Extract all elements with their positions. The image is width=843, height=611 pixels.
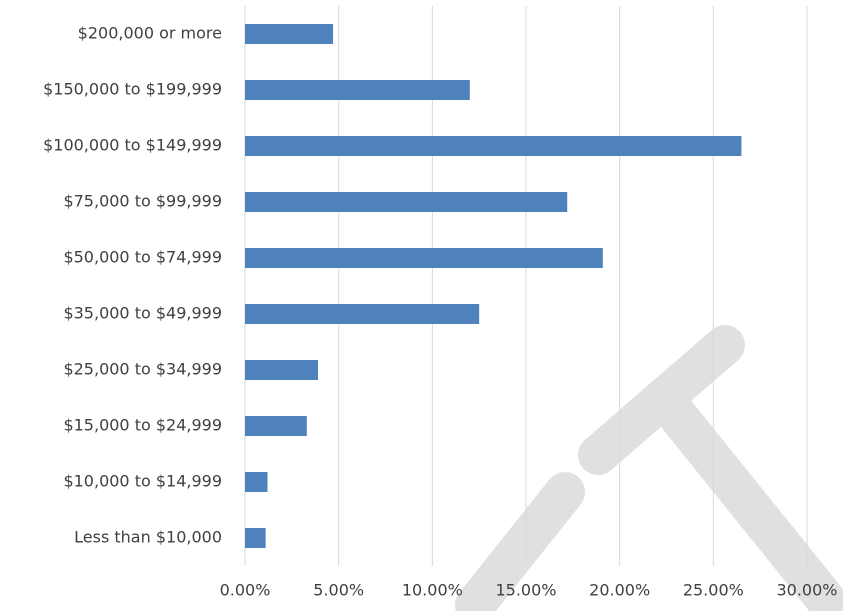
bar: [245, 304, 480, 324]
watermark-stroke: [455, 472, 585, 611]
x-tick-label: 30.00%: [776, 581, 837, 600]
y-tick-label: $200,000 or more: [78, 24, 222, 43]
y-tick-label: $15,000 to $24,999: [63, 416, 222, 435]
y-tick-label: $10,000 to $14,999: [63, 472, 222, 491]
bar: [245, 80, 470, 100]
y-tick-label: $100,000 to $149,999: [43, 136, 222, 155]
x-tick-label: 5.00%: [313, 581, 364, 600]
bar: [245, 416, 307, 436]
x-tick-label: 15.00%: [495, 581, 556, 600]
bar: [245, 360, 319, 380]
bar: [245, 472, 268, 492]
bar: [245, 528, 266, 548]
y-tick-label: $25,000 to $34,999: [63, 360, 222, 379]
watermark: [455, 325, 843, 611]
bar: [245, 24, 334, 44]
watermark-stroke: [645, 380, 843, 611]
x-tick-label: 20.00%: [589, 581, 650, 600]
y-tick-label: $75,000 to $99,999: [63, 192, 222, 211]
x-tick-label: 25.00%: [683, 581, 744, 600]
y-tick-label: $50,000 to $74,999: [63, 248, 222, 267]
bar: [245, 192, 568, 212]
x-tick-label: 0.00%: [220, 581, 271, 600]
x-tick-label: 10.00%: [402, 581, 463, 600]
bar: [245, 136, 742, 156]
bar: [245, 248, 603, 268]
y-tick-label: Less than $10,000: [74, 528, 222, 547]
y-tick-label: $35,000 to $49,999: [63, 304, 222, 323]
y-tick-label: $150,000 to $199,999: [43, 80, 222, 99]
